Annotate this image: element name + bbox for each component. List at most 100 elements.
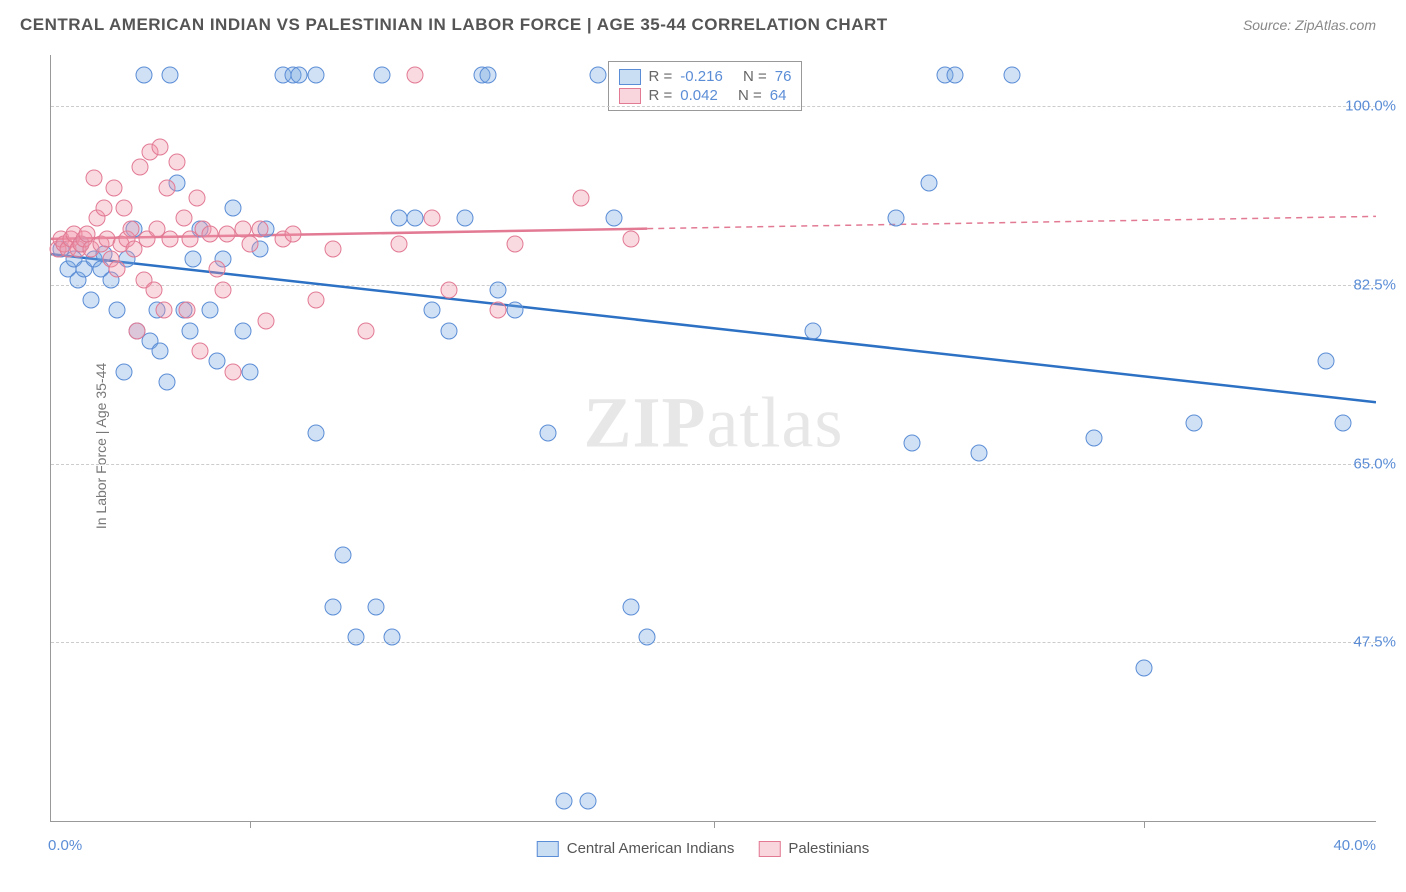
data-point bbox=[152, 138, 169, 155]
data-point bbox=[241, 235, 258, 252]
data-point bbox=[96, 200, 113, 217]
data-point bbox=[920, 174, 937, 191]
data-point bbox=[241, 363, 258, 380]
data-point bbox=[374, 67, 391, 84]
data-point bbox=[324, 241, 341, 258]
data-point bbox=[155, 302, 172, 319]
data-point bbox=[970, 445, 987, 462]
data-point bbox=[423, 210, 440, 227]
x-axis-max-label: 40.0% bbox=[1333, 837, 1376, 854]
data-point bbox=[168, 154, 185, 171]
legend-row-2: R = 0.042 N = 64 bbox=[619, 87, 792, 104]
y-tick-label: 47.5% bbox=[1353, 634, 1396, 651]
swatch-blue-icon bbox=[537, 841, 559, 857]
data-point bbox=[1334, 414, 1351, 431]
data-point bbox=[357, 322, 374, 339]
data-point bbox=[132, 159, 149, 176]
data-point bbox=[423, 302, 440, 319]
data-point bbox=[334, 547, 351, 564]
data-point bbox=[129, 322, 146, 339]
data-point bbox=[589, 67, 606, 84]
data-point bbox=[158, 179, 175, 196]
data-point bbox=[407, 210, 424, 227]
data-point bbox=[639, 629, 656, 646]
data-point bbox=[258, 312, 275, 329]
data-point bbox=[152, 343, 169, 360]
swatch-pink-icon bbox=[758, 841, 780, 857]
data-point bbox=[115, 363, 132, 380]
data-point bbox=[622, 598, 639, 615]
data-point bbox=[1185, 414, 1202, 431]
data-point bbox=[367, 598, 384, 615]
data-point bbox=[1086, 430, 1103, 447]
data-point bbox=[109, 302, 126, 319]
data-point bbox=[158, 373, 175, 390]
data-point bbox=[162, 67, 179, 84]
series-legend: Central American Indians Palestinians bbox=[537, 840, 869, 857]
data-point bbox=[208, 261, 225, 278]
data-point bbox=[347, 629, 364, 646]
watermark-text: ZIPatlas bbox=[584, 381, 844, 464]
y-tick-label: 100.0% bbox=[1345, 98, 1396, 115]
data-point bbox=[105, 179, 122, 196]
data-point bbox=[202, 225, 219, 242]
data-point bbox=[162, 230, 179, 247]
data-point bbox=[440, 322, 457, 339]
data-point bbox=[182, 322, 199, 339]
correlation-legend: R = -0.216 N = 76 R = 0.042 N = 64 bbox=[608, 61, 803, 111]
data-point bbox=[284, 225, 301, 242]
swatch-pink-icon bbox=[619, 88, 641, 104]
data-point bbox=[390, 210, 407, 227]
legend-label-1: Central American Indians bbox=[567, 840, 735, 857]
data-point bbox=[109, 261, 126, 278]
y-tick-label: 82.5% bbox=[1353, 276, 1396, 293]
data-point bbox=[490, 302, 507, 319]
data-point bbox=[291, 67, 308, 84]
data-point bbox=[480, 67, 497, 84]
data-point bbox=[579, 792, 596, 809]
data-point bbox=[308, 424, 325, 441]
swatch-blue-icon bbox=[619, 69, 641, 85]
data-point bbox=[324, 598, 341, 615]
data-point bbox=[573, 189, 590, 206]
data-point bbox=[308, 292, 325, 309]
data-point bbox=[135, 67, 152, 84]
data-point bbox=[440, 281, 457, 298]
legend-row-1: R = -0.216 N = 76 bbox=[619, 68, 792, 85]
data-point bbox=[208, 353, 225, 370]
data-point bbox=[202, 302, 219, 319]
data-point bbox=[308, 67, 325, 84]
data-point bbox=[225, 363, 242, 380]
data-point bbox=[606, 210, 623, 227]
data-point bbox=[251, 220, 268, 237]
source-label: Source: ZipAtlas.com bbox=[1243, 17, 1376, 33]
y-tick-label: 65.0% bbox=[1353, 455, 1396, 472]
data-point bbox=[215, 281, 232, 298]
data-point bbox=[175, 210, 192, 227]
data-point bbox=[390, 235, 407, 252]
data-point bbox=[188, 189, 205, 206]
data-point bbox=[539, 424, 556, 441]
data-point bbox=[235, 322, 252, 339]
data-point bbox=[384, 629, 401, 646]
data-point bbox=[225, 200, 242, 217]
data-point bbox=[218, 225, 235, 242]
legend-item-1: Central American Indians bbox=[537, 840, 735, 857]
data-point bbox=[1136, 659, 1153, 676]
data-point bbox=[185, 251, 202, 268]
data-point bbox=[115, 200, 132, 217]
data-point bbox=[407, 67, 424, 84]
scatter-chart: ZIPatlas R = -0.216 N = 76 R = 0.042 N =… bbox=[50, 55, 1376, 822]
data-point bbox=[145, 281, 162, 298]
data-point bbox=[1003, 67, 1020, 84]
data-point bbox=[904, 435, 921, 452]
data-point bbox=[122, 220, 139, 237]
data-point bbox=[947, 67, 964, 84]
data-point bbox=[457, 210, 474, 227]
data-point bbox=[178, 302, 195, 319]
data-point bbox=[804, 322, 821, 339]
data-point bbox=[622, 230, 639, 247]
data-point bbox=[82, 292, 99, 309]
data-point bbox=[556, 792, 573, 809]
data-point bbox=[1318, 353, 1335, 370]
